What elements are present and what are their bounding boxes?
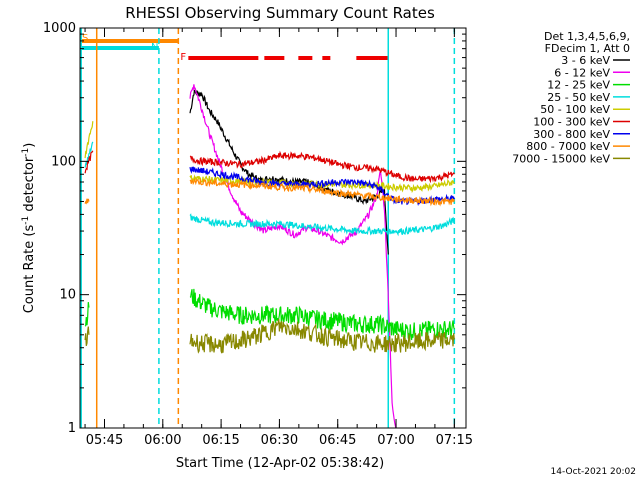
legend-entry-label: 12 - 25 keV xyxy=(547,79,610,92)
x-tick-label: 06:15 xyxy=(202,433,239,448)
legend-entry-label: 6 - 12 keV xyxy=(554,66,610,79)
x-tick-label: 07:00 xyxy=(377,433,414,448)
flag-bars: S N F xyxy=(82,33,389,63)
plot-frame xyxy=(79,27,467,429)
y-axis-label: Count Rate (s-1 detector-1) xyxy=(21,143,37,314)
legend-entry-label: 3 - 6 keV xyxy=(561,54,610,67)
legend-entry-label: 50 - 100 keV xyxy=(540,103,610,116)
x-axis-label: Start Time (12-Apr-02 05:38:42) xyxy=(176,456,384,471)
legend-entry-label: 800 - 7000 keV xyxy=(526,140,610,153)
legend-header-line-2: FDecim 1, Att 0 xyxy=(545,42,630,55)
x-tick-label: 06:30 xyxy=(261,433,298,448)
series-line xyxy=(189,213,455,237)
series-line xyxy=(84,198,90,205)
series-line xyxy=(84,302,90,327)
series-line xyxy=(84,326,90,347)
x-tick-label: 06:45 xyxy=(319,433,356,448)
plot-area: S N F xyxy=(80,28,456,428)
legend-entry-label: 7000 - 15000 keV xyxy=(512,152,610,165)
series-line xyxy=(189,288,455,341)
x-tick-label: 06:00 xyxy=(144,433,181,448)
y-tick-label: 10 xyxy=(59,288,76,303)
flag-label-S: S xyxy=(82,33,88,44)
series-line xyxy=(84,121,94,159)
flag-label-F: F xyxy=(180,52,186,63)
legend-entry-label: 300 - 800 keV xyxy=(533,128,610,141)
y-tick-label: 100 xyxy=(51,154,76,169)
legend-entry-label: 100 - 300 keV xyxy=(533,116,610,129)
x-tick-label: 07:15 xyxy=(436,433,473,448)
series-line xyxy=(189,177,455,207)
x-tick-label: 05:45 xyxy=(86,433,123,448)
series-lines xyxy=(84,84,455,428)
series-line xyxy=(84,141,94,168)
flag-label-N: N xyxy=(151,42,158,53)
y-tick-label: 1 xyxy=(68,421,76,436)
series-line xyxy=(189,150,455,184)
series-line xyxy=(189,84,397,428)
y-tick-label: 1000 xyxy=(43,21,76,36)
legend-header-line-1: Det 1,3,4,5,6,9, xyxy=(544,30,630,43)
legend: Det 1,3,4,5,6,9, FDecim 1, Att 0 3 - 6 k… xyxy=(512,30,630,165)
series-line xyxy=(84,150,94,174)
date-stamp: 14-Oct-2021 20:02 xyxy=(551,467,636,477)
legend-entry-label: 25 - 50 keV xyxy=(547,91,610,104)
axes: 1 10 100 1000 05:45 06:00 06:15 06:30 06:45 07:00… xyxy=(43,21,473,448)
chart-title: RHESSI Observing Summary Count Rates xyxy=(125,4,435,22)
series-line xyxy=(189,318,455,354)
